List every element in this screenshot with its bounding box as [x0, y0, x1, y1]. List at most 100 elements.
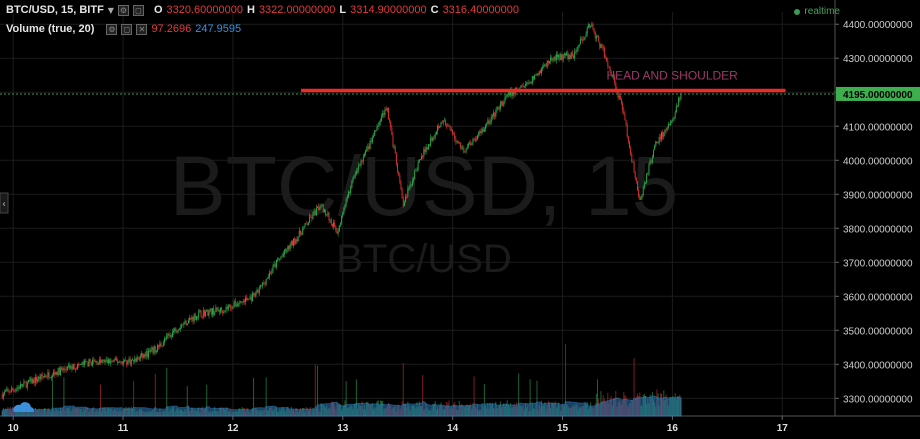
candle-body — [16, 388, 18, 390]
hide-icon[interactable]: ◻ — [132, 4, 144, 16]
settings-icon[interactable]: ⚙ — [117, 4, 129, 16]
candle-body — [367, 146, 369, 149]
candle-body — [128, 358, 130, 361]
candle-body — [560, 53, 562, 60]
candle-body — [245, 297, 247, 302]
candle-body — [277, 259, 279, 261]
candle-body — [343, 207, 345, 213]
candle-body — [104, 360, 106, 363]
volume-bar — [51, 377, 53, 416]
candle-body — [446, 124, 448, 126]
y-tick-label: 3700.00000000 — [843, 258, 913, 269]
candle-body — [579, 39, 581, 45]
candle-body — [593, 28, 595, 33]
candle-body — [120, 361, 122, 363]
candle-body — [449, 126, 451, 130]
candle-body — [581, 39, 583, 40]
candle-body — [219, 307, 221, 313]
candle-body — [665, 129, 667, 131]
candle-body — [319, 207, 321, 210]
candle-body — [126, 360, 128, 365]
candle-body — [622, 103, 624, 111]
left-panel-handle[interactable] — [0, 192, 9, 214]
candle-body — [15, 389, 17, 392]
candle-body — [171, 332, 173, 338]
x-tick-label: 14 — [447, 423, 459, 434]
candle-body — [469, 143, 471, 145]
candle-body — [176, 331, 178, 333]
volume-bar — [529, 379, 531, 416]
candle-body — [275, 260, 277, 268]
volume-bar — [186, 386, 188, 416]
candle-body — [115, 358, 117, 361]
candle-body — [7, 389, 9, 391]
candle-body — [45, 375, 47, 377]
candle-body — [41, 374, 43, 377]
candle-body — [74, 368, 76, 370]
candle-body — [395, 153, 397, 164]
candle-body — [25, 382, 27, 388]
candle-body — [354, 174, 356, 176]
candle-body — [239, 301, 241, 304]
candle-body — [358, 164, 360, 171]
candle-body — [477, 135, 479, 140]
candle-body — [294, 238, 296, 244]
volume-settings-icon[interactable]: ⚙ — [106, 23, 118, 35]
volume-hide-icon[interactable]: ◻ — [121, 23, 133, 35]
candle-body — [552, 59, 554, 61]
candle-body — [264, 283, 266, 285]
candle-body — [527, 82, 529, 84]
candle-body — [333, 222, 335, 227]
candle-body — [610, 72, 612, 76]
candle-body — [349, 191, 351, 193]
candle-body — [617, 92, 619, 98]
candle-body — [649, 160, 651, 166]
candle-body — [506, 94, 508, 97]
symbol-dropdown-icon[interactable]: ▼ — [107, 5, 114, 15]
candle-body — [386, 108, 388, 110]
candle-body — [174, 328, 176, 331]
candle-body — [368, 146, 370, 150]
candle-body — [177, 330, 179, 332]
candle-body — [623, 110, 625, 115]
candle-body — [478, 132, 480, 136]
volume-close-icon[interactable]: ✕ — [136, 23, 148, 35]
candle-body — [331, 223, 333, 227]
candle-body — [127, 360, 129, 365]
candle-body — [488, 120, 490, 124]
candle-body — [75, 368, 77, 370]
open-label: O — [153, 4, 163, 16]
candle-body — [635, 178, 637, 182]
candle-body — [250, 296, 252, 302]
candle-body — [626, 124, 628, 137]
candle-body — [153, 346, 155, 354]
volume-title[interactable]: Volume (true, 20) — [6, 23, 95, 35]
candle-body — [457, 140, 459, 144]
symbol-title[interactable]: BTC/USD, 15, BITF — [6, 4, 104, 16]
candle-body — [186, 323, 188, 326]
y-tick-label: 4100.00000000 — [843, 122, 913, 133]
candle-body — [554, 56, 556, 61]
candle-body — [606, 57, 608, 61]
candle-body — [542, 66, 544, 69]
volume-bar — [99, 384, 101, 416]
candle-body — [311, 217, 313, 219]
y-tick-label: 3300.00000000 — [843, 394, 913, 405]
candle-body — [73, 364, 75, 370]
candle-body — [397, 163, 399, 172]
candle-body — [584, 36, 586, 40]
candle-body — [17, 387, 19, 389]
candle-body — [51, 375, 53, 378]
candle-body — [670, 121, 672, 126]
candle-body — [217, 309, 219, 311]
candle-body — [169, 335, 171, 337]
candle-body — [671, 120, 673, 122]
candle-body — [660, 132, 662, 140]
candle-body — [187, 320, 189, 324]
candle-body — [459, 142, 461, 148]
candle-body — [513, 90, 515, 95]
candle-body — [193, 314, 195, 322]
candle-body — [297, 236, 299, 242]
candle-body — [631, 154, 633, 162]
